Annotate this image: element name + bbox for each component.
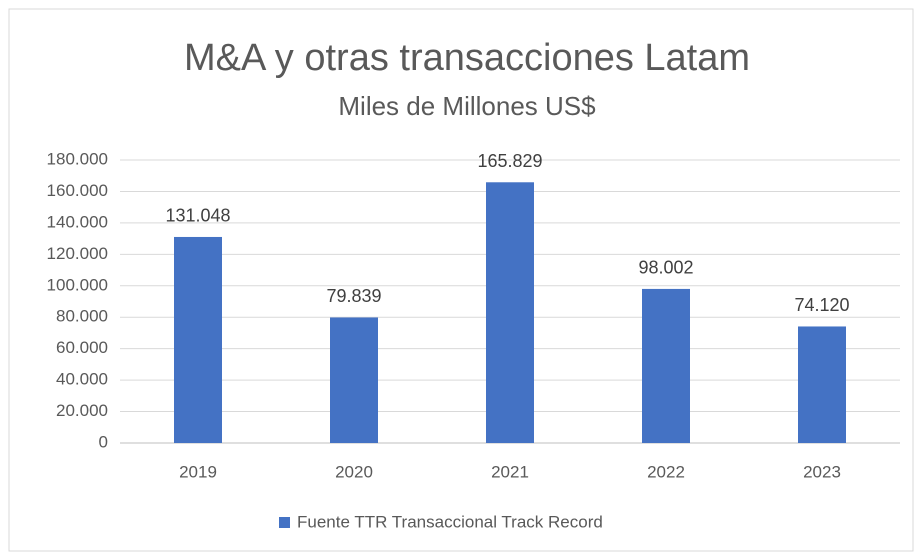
chart-border bbox=[8, 8, 914, 552]
bar bbox=[174, 236, 222, 443]
y-tick-label: 40.000 bbox=[56, 370, 108, 389]
y-tick-label: 160.000 bbox=[47, 181, 108, 200]
bar bbox=[798, 326, 846, 443]
bar bbox=[642, 288, 690, 443]
y-tick-label: 120.000 bbox=[47, 244, 108, 263]
y-tick-label: 80.000 bbox=[56, 307, 108, 326]
legend-swatch bbox=[279, 517, 290, 528]
x-tick-label: 2020 bbox=[335, 462, 373, 481]
data-label: 165.829 bbox=[477, 151, 542, 171]
chart-title: M&A y otras transacciones Latam bbox=[184, 37, 750, 79]
data-label: 98.002 bbox=[638, 258, 693, 278]
y-tick-label: 20.000 bbox=[56, 401, 108, 420]
data-label: 79.839 bbox=[326, 286, 381, 306]
x-tick-label: 2021 bbox=[491, 462, 529, 481]
data-label: 74.120 bbox=[794, 295, 849, 315]
y-tick-label: 100.000 bbox=[47, 275, 108, 294]
bar bbox=[330, 317, 378, 443]
legend-label: Fuente TTR Transaccional Track Record bbox=[297, 512, 603, 531]
chart-subtitle: Miles de Millones US$ bbox=[338, 91, 596, 121]
y-tick-label: 140.000 bbox=[47, 212, 108, 231]
x-tick-label: 2023 bbox=[803, 462, 841, 481]
y-tick-label: 180.000 bbox=[47, 149, 108, 168]
x-tick-label: 2022 bbox=[647, 462, 685, 481]
data-label: 131.048 bbox=[165, 206, 230, 226]
x-tick-label: 2019 bbox=[179, 462, 217, 481]
y-tick-label: 60.000 bbox=[56, 338, 108, 357]
y-tick-label: 0 bbox=[99, 432, 108, 451]
bar bbox=[486, 182, 534, 443]
